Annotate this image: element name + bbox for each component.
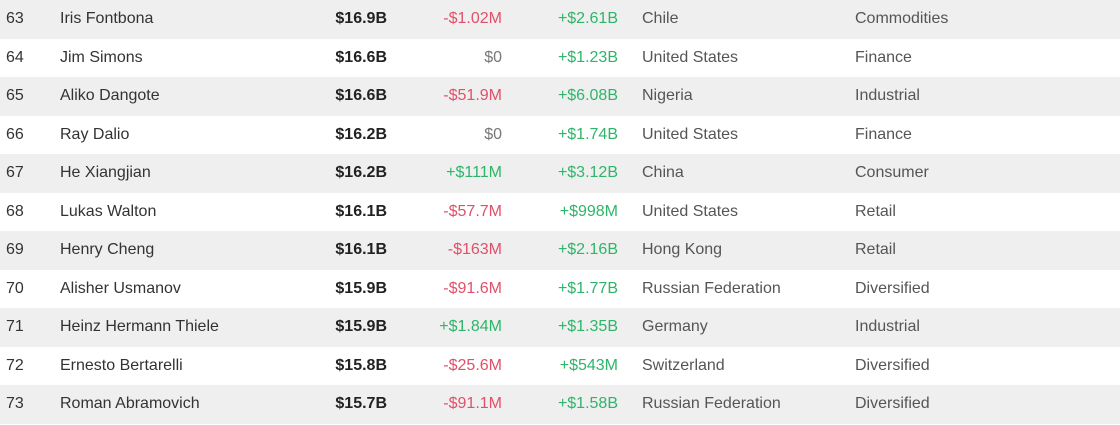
change-cell: -$1.02M <box>443 10 502 27</box>
country-cell: Chile <box>642 10 679 27</box>
industry-cell: Consumer <box>855 164 929 181</box>
country-cell: Russian Federation <box>642 279 781 297</box>
worth-cell: $16.1B <box>335 241 387 258</box>
name-cell: Iris Fontbona <box>60 10 154 27</box>
change-cell: $0 <box>484 125 502 143</box>
name-cell: Lukas Walton <box>60 202 157 220</box>
worth-cell: $15.9B <box>335 318 387 335</box>
rank-cell: 71 <box>6 318 24 335</box>
country-cell: China <box>642 164 684 181</box>
ytd-cell: +$1.74B <box>557 125 618 143</box>
name-cell: Heinz Hermann Thiele <box>60 318 219 335</box>
change-cell: -$57.7M <box>443 202 502 220</box>
country-cell: Russian Federation <box>642 395 781 412</box>
worth-cell: $16.9B <box>335 10 387 27</box>
country-cell: United States <box>642 125 739 143</box>
industry-cell: Finance <box>855 125 912 143</box>
ytd-cell: +$2.16B <box>557 241 618 258</box>
ytd-cell: +$1.23B <box>557 48 618 66</box>
worth-cell: $16.6B <box>335 48 387 66</box>
name-cell: He Xiangjian <box>60 164 151 181</box>
industry-cell: Industrial <box>855 318 920 335</box>
rank-cell: 70 <box>6 279 24 297</box>
country-cell: Switzerland <box>642 356 725 374</box>
industry-cell: Commodities <box>855 10 949 27</box>
worth-cell: $15.9B <box>335 279 387 297</box>
table-row: 72 Ernesto Bertarelli $15.8B -$25.6M +$543M S… <box>0 347 1120 386</box>
name-cell: Jim Simons <box>60 48 143 66</box>
ytd-cell: +$998M <box>559 202 618 220</box>
rank-cell: 72 <box>6 356 24 374</box>
table-row: 65 Aliko Dangote $16.6B -$51.9M +$6.08B Niger… <box>0 77 1120 116</box>
industry-cell: Retail <box>855 202 896 220</box>
ytd-cell: +$2.61B <box>557 10 618 27</box>
rank-cell: 67 <box>6 164 24 181</box>
table-row: 64 Jim Simons $16.6B $0 +$1.23B United States… <box>0 39 1120 78</box>
table-row: 68 Lukas Walton $16.1B -$57.7M +$998M United … <box>0 193 1120 232</box>
industry-cell: Diversified <box>855 395 930 412</box>
industry-cell: Diversified <box>855 279 930 297</box>
table-row: 69 Henry Cheng $16.1B -$163M +$2.16B Hong Kon… <box>0 231 1120 270</box>
worth-cell: $16.2B <box>335 164 387 181</box>
ytd-cell: +$543M <box>559 356 618 374</box>
rank-cell: 69 <box>6 241 24 258</box>
industry-cell: Retail <box>855 241 896 258</box>
ytd-cell: +$3.12B <box>557 164 618 181</box>
rank-cell: 63 <box>6 10 24 27</box>
country-cell: Germany <box>642 318 708 335</box>
ytd-cell: +$1.35B <box>557 318 618 335</box>
change-cell: -$91.6M <box>443 279 502 297</box>
name-cell: Alisher Usmanov <box>60 279 181 297</box>
table-row: 66 Ray Dalio $16.2B $0 +$1.74B United States F… <box>0 116 1120 155</box>
change-cell: -$51.9M <box>443 87 502 104</box>
rank-cell: 68 <box>6 202 24 220</box>
industry-cell: Finance <box>855 48 912 66</box>
change-cell: +$111M <box>446 164 502 181</box>
change-cell: -$163M <box>447 241 502 258</box>
change-cell: $0 <box>484 48 502 66</box>
worth-cell: $16.2B <box>335 125 387 143</box>
worth-cell: $15.8B <box>335 356 387 374</box>
name-cell: Roman Abramovich <box>60 395 200 412</box>
rank-cell: 73 <box>6 395 24 412</box>
table-row: 73 Roman Abramovich $15.7B -$91.1M +$1.58B Ru… <box>0 385 1120 424</box>
worth-cell: $16.1B <box>335 202 387 220</box>
worth-cell: $15.7B <box>335 395 387 412</box>
table-row: 70 Alisher Usmanov $15.9B -$91.6M +$1.77B Rus… <box>0 270 1120 309</box>
name-cell: Aliko Dangote <box>60 87 160 104</box>
country-cell: United States <box>642 48 739 66</box>
rank-cell: 66 <box>6 125 24 143</box>
industry-cell: Diversified <box>855 356 930 374</box>
change-cell: +$1.84M <box>439 318 502 335</box>
industry-cell: Industrial <box>855 87 920 104</box>
name-cell: Henry Cheng <box>60 241 155 258</box>
table-row: 67 He Xiangjian $16.2B +$111M +$3.12B China Co… <box>0 154 1120 193</box>
table-row: 63 Iris Fontbona $16.9B -$1.02M +$2.61B Chile… <box>0 0 1120 39</box>
worth-cell: $16.6B <box>335 87 387 104</box>
ytd-cell: +$1.77B <box>557 279 618 297</box>
name-cell: Ray Dalio <box>60 125 130 143</box>
name-cell: Ernesto Bertarelli <box>60 356 183 374</box>
change-cell: -$25.6M <box>443 356 502 374</box>
country-cell: Hong Kong <box>642 241 723 258</box>
ytd-cell: +$6.08B <box>557 87 618 104</box>
table-row: 71 Heinz Hermann Thiele $15.9B +$1.84M +$1.3… <box>0 308 1120 347</box>
rank-cell: 65 <box>6 87 24 104</box>
country-cell: United States <box>642 202 739 220</box>
rank-cell: 64 <box>6 48 24 66</box>
change-cell: -$91.1M <box>443 395 502 412</box>
ytd-cell: +$1.58B <box>557 395 618 412</box>
country-cell: Nigeria <box>642 87 693 104</box>
